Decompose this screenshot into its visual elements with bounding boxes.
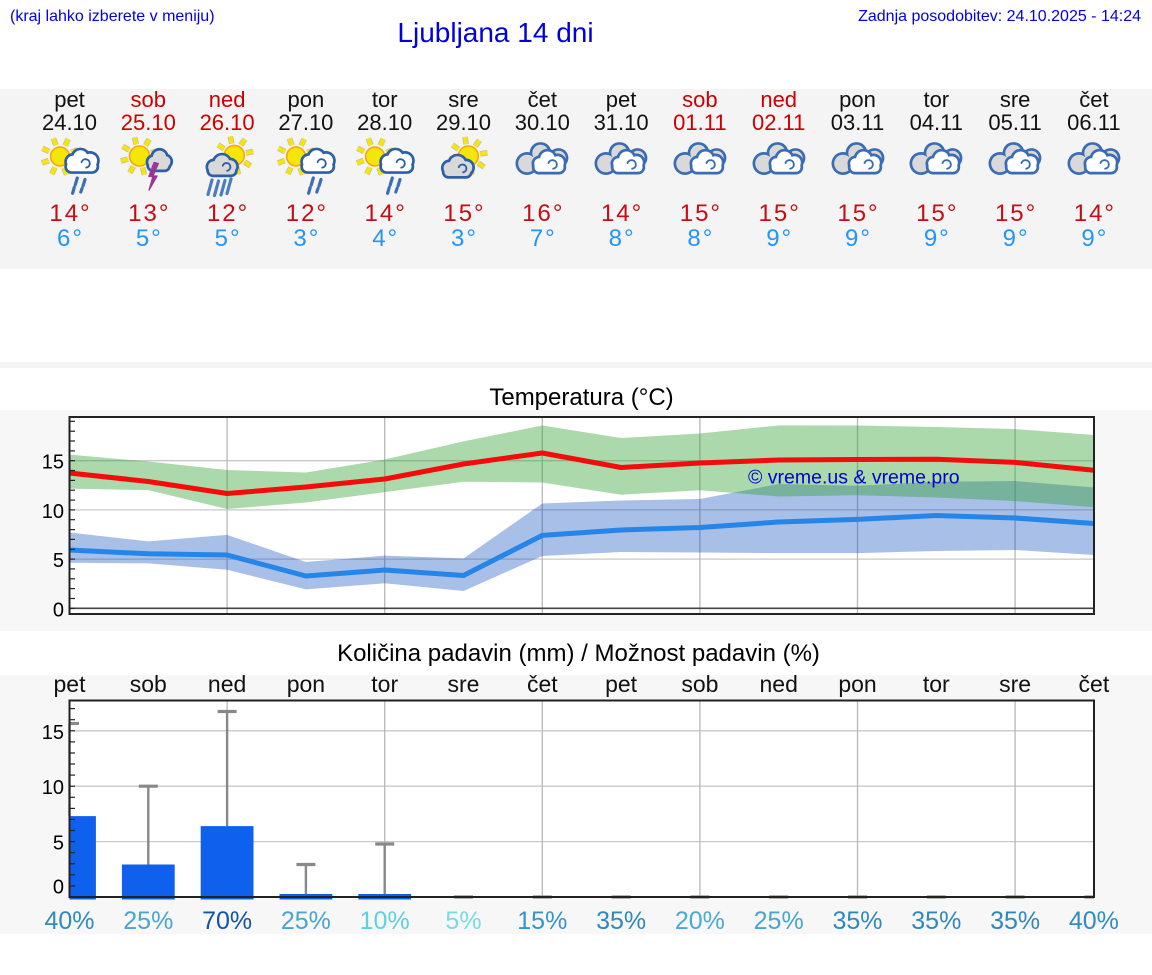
svg-text:15: 15	[42, 452, 64, 474]
svg-text:5: 5	[53, 833, 64, 855]
svg-text:0: 0	[53, 599, 64, 621]
svg-text:© vreme.us & vreme.pro: © vreme.us & vreme.pro	[748, 467, 960, 489]
svg-text:5: 5	[53, 550, 64, 572]
svg-text:10: 10	[42, 501, 64, 523]
svg-text:15: 15	[42, 722, 64, 744]
svg-text:0: 0	[53, 876, 64, 898]
svg-text:10: 10	[42, 777, 64, 799]
